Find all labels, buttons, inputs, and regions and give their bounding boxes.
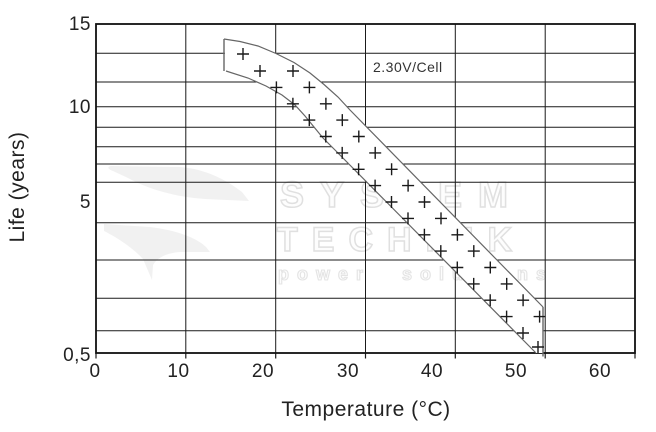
swoosh-logo-icon	[104, 166, 250, 280]
plus-marker	[319, 130, 332, 143]
plus-marker	[319, 97, 332, 110]
plus-marker	[451, 228, 464, 241]
y-tick-label: 0,5	[63, 345, 91, 366]
plus-marker	[418, 228, 431, 241]
band-fill	[224, 39, 543, 353]
plus-marker	[467, 277, 480, 290]
x-tick-label: 0	[89, 361, 100, 382]
plus-marker	[435, 212, 447, 225]
plus-marker	[484, 294, 497, 307]
y-axis-tick-labels: 15 10 5 0,5	[63, 14, 91, 366]
plus-marker	[369, 146, 382, 159]
x-axis-title: Temperature (°C)	[281, 398, 450, 421]
band-upper-curve	[223, 38, 544, 308]
plus-marker	[352, 130, 365, 143]
plus-marker	[532, 341, 544, 353]
x-tick-label: 50	[505, 361, 527, 382]
plus-marker	[418, 196, 431, 208]
plus-marker	[517, 294, 530, 307]
plot-border	[95, 23, 636, 354]
plus-marker	[434, 245, 447, 258]
plus-marker	[336, 146, 349, 159]
plus-marker	[484, 261, 497, 274]
x-tick-label: 60	[589, 361, 611, 382]
plus-marker	[500, 277, 513, 290]
life-band	[223, 38, 544, 357]
y-axis-title: Life (years)	[6, 131, 29, 242]
plus-marker	[533, 310, 546, 323]
y-tick-label: 10	[69, 97, 91, 118]
x-tick-label: 30	[337, 361, 359, 382]
plus-marker	[517, 327, 529, 339]
plus-marker	[254, 65, 266, 77]
x-axis-tick-labels: 0 10 20 30 40 50 60	[89, 361, 611, 382]
band-plus-markers	[237, 48, 546, 353]
plus-marker	[500, 310, 513, 323]
plus-marker	[467, 245, 480, 258]
band-lower-curve	[225, 70, 537, 354]
plus-marker	[451, 261, 464, 274]
plus-marker	[286, 97, 299, 110]
plus-marker	[369, 179, 382, 192]
x-tick-label: 40	[421, 361, 443, 382]
plus-marker	[303, 81, 316, 94]
plus-marker	[402, 212, 414, 225]
plus-marker	[385, 196, 398, 208]
y-tick-label: 15	[69, 14, 91, 35]
x-tick-label: 10	[167, 361, 189, 382]
plus-marker	[336, 114, 349, 127]
x-tick-label: 20	[252, 361, 274, 382]
plus-marker	[287, 65, 299, 77]
y-tick-label: 5	[80, 192, 91, 213]
plus-marker	[385, 163, 398, 176]
plus-marker	[237, 48, 249, 60]
plus-marker	[270, 81, 283, 94]
voltage-annotation: 2.30V/Cell	[373, 59, 443, 75]
plus-marker	[352, 163, 365, 176]
plus-marker	[303, 114, 316, 127]
plus-marker	[402, 179, 415, 192]
